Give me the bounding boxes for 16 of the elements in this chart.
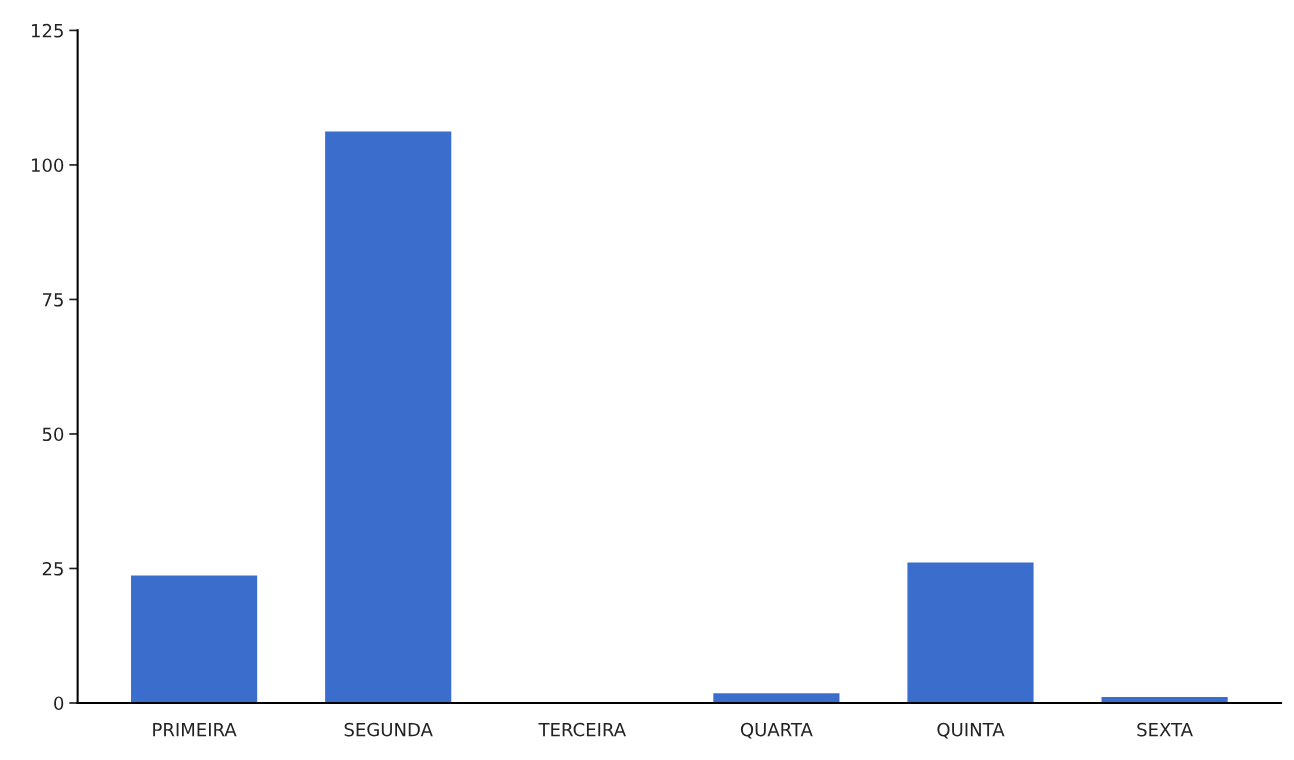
x-tick-label: TERCEIRA bbox=[538, 722, 626, 737]
x-tick-label: SEGUNDA bbox=[344, 722, 433, 737]
y-tick-label: 0 bbox=[54, 696, 64, 711]
x-tick-label: QUINTA bbox=[937, 722, 1005, 739]
bar bbox=[907, 562, 1034, 703]
y-tick-label: 125 bbox=[31, 23, 63, 38]
y-tick-label: 50 bbox=[42, 427, 64, 442]
y-tick-label: 75 bbox=[42, 293, 63, 307]
x-tick-label: SEXTA bbox=[1137, 722, 1193, 737]
y-tick-label: 25 bbox=[42, 561, 63, 576]
bar bbox=[713, 693, 840, 703]
x-tick-label: PRIMEIRA bbox=[153, 723, 237, 737]
y-tick-label: 100 bbox=[31, 158, 64, 173]
bar bbox=[131, 575, 258, 703]
x-tick-label: QUARTA bbox=[740, 722, 813, 739]
bar bbox=[325, 131, 452, 703]
